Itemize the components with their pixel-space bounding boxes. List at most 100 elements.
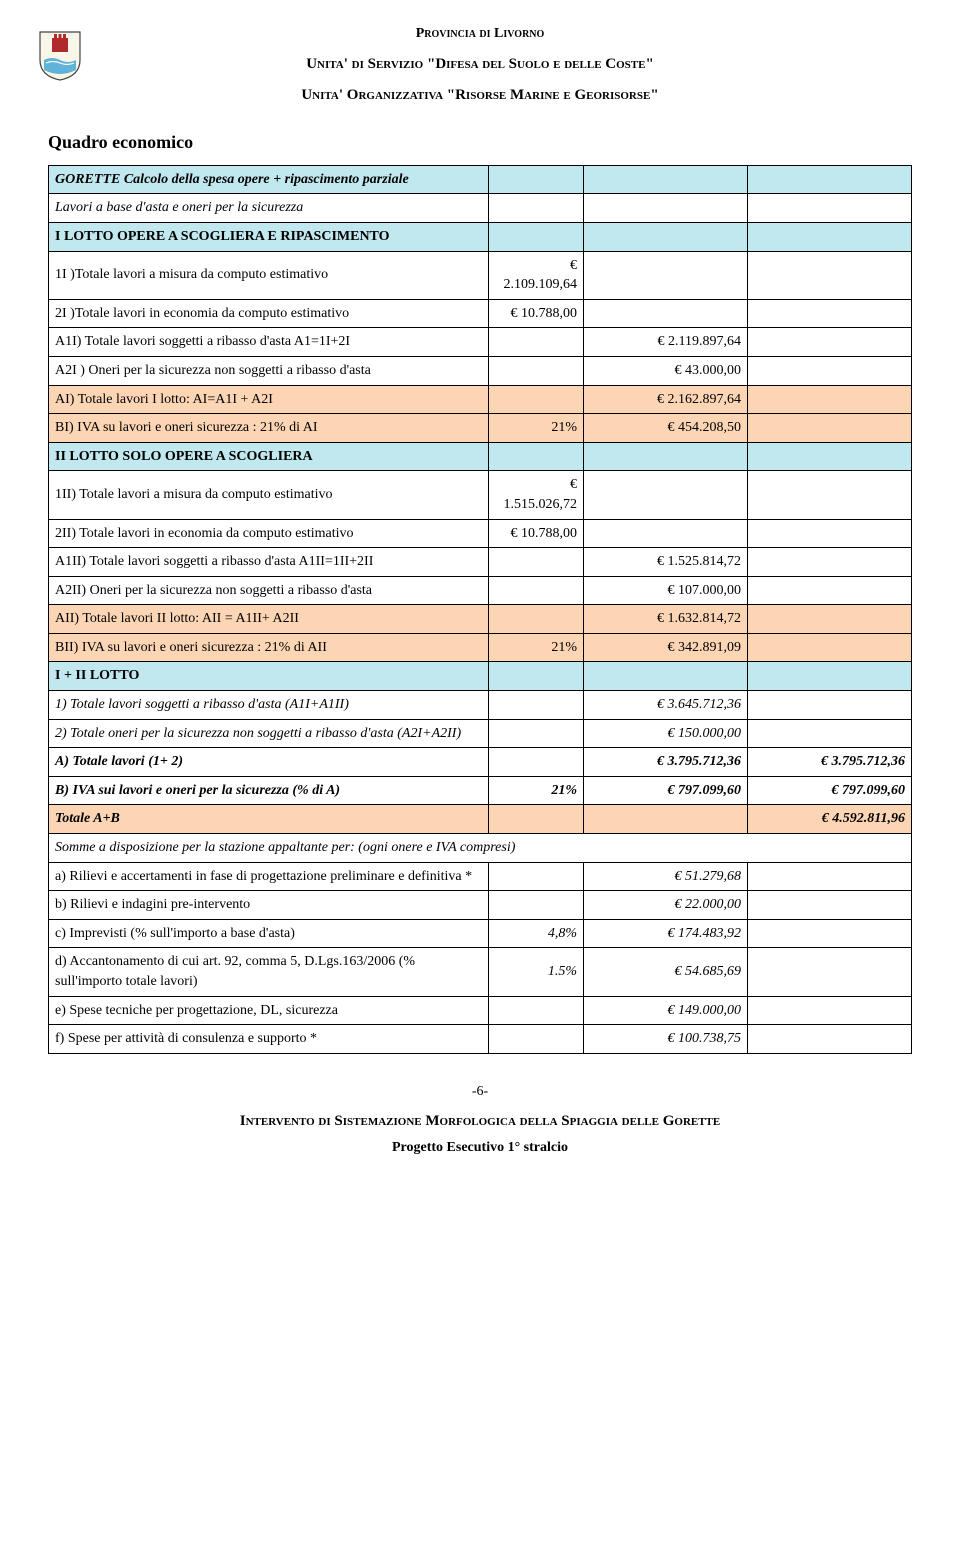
table-cell [489, 442, 584, 471]
table-row: A) Totale lavori (1+ 2)€ 3.795.712,36€ 3… [49, 748, 912, 777]
table-cell: € 342.891,09 [584, 633, 748, 662]
table-row: f) Spese per attività di consulenza e su… [49, 1025, 912, 1054]
table-cell: a) Rilievi e accertamenti in fase di pro… [49, 862, 489, 891]
table-cell: € 1.525.814,72 [584, 548, 748, 577]
table-cell: BI) IVA su lavori e oneri sicurezza : 21… [49, 414, 489, 443]
table-cell [748, 996, 912, 1025]
document-header: Provincia di Livorno Unita' di Servizio … [48, 24, 912, 106]
table-cell [489, 165, 584, 194]
table-cell [584, 442, 748, 471]
table-cell [584, 165, 748, 194]
table-cell: A1I) Totale lavori soggetti a ribasso d'… [49, 328, 489, 357]
table-cell [584, 805, 748, 834]
table-cell [748, 719, 912, 748]
table-cell: A) Totale lavori (1+ 2) [49, 748, 489, 777]
table-row: A2II) Oneri per la sicurezza non soggett… [49, 576, 912, 605]
table-row: BI) IVA su lavori e oneri sicurezza : 21… [49, 414, 912, 443]
table-cell [748, 356, 912, 385]
document-footer: -6- Intervento di Sistemazione Morfologi… [48, 1082, 912, 1158]
table-cell: 2I )Totale lavori in economia da computo… [49, 299, 489, 328]
table-row: 1) Totale lavori soggetti a ribasso d'as… [49, 691, 912, 720]
table-cell: 1II) Totale lavori a misura da computo e… [49, 471, 489, 519]
table-cell [748, 862, 912, 891]
table-cell: € 107.000,00 [584, 576, 748, 605]
table-cell [584, 299, 748, 328]
table-row: 2) Totale oneri per la sicurezza non sog… [49, 719, 912, 748]
table-cell [584, 194, 748, 223]
table-cell: € 150.000,00 [584, 719, 748, 748]
budget-table: GORETTE Calcolo della spesa opere + ripa… [48, 165, 912, 1054]
table-cell [489, 576, 584, 605]
table-cell: € 2.162.897,64 [584, 385, 748, 414]
header-province: Provincia di Livorno [48, 24, 912, 44]
table-cell [748, 299, 912, 328]
table-cell: € 454.208,50 [584, 414, 748, 443]
table-cell [748, 605, 912, 634]
table-cell [489, 805, 584, 834]
table-row: A1I) Totale lavori soggetti a ribasso d'… [49, 328, 912, 357]
table-row: A1II) Totale lavori soggetti a ribasso d… [49, 548, 912, 577]
table-cell [748, 576, 912, 605]
table-cell: € 54.685,69 [584, 948, 748, 996]
footer-title: Intervento di Sistemazione Morfologica d… [48, 1111, 912, 1132]
table-cell: € 10.788,00 [489, 299, 584, 328]
table-cell: € 2.119.897,64 [584, 328, 748, 357]
table-cell: € 10.788,00 [489, 519, 584, 548]
table-row: A2I ) Oneri per la sicurezza non soggett… [49, 356, 912, 385]
table-cell [584, 251, 748, 299]
table-cell: c) Imprevisti (% sull'importo a base d'a… [49, 919, 489, 948]
table-cell: GORETTE Calcolo della spesa opere + ripa… [49, 165, 489, 194]
header-unit1: Unita' di Servizio "Difesa del Suolo e d… [48, 54, 912, 75]
page-number: -6- [48, 1082, 912, 1102]
table-row: GORETTE Calcolo della spesa opere + ripa… [49, 165, 912, 194]
table-row: d) Accantonamento di cui art. 92, comma … [49, 948, 912, 996]
table-cell [748, 948, 912, 996]
table-cell: BII) IVA su lavori e oneri sicurezza : 2… [49, 633, 489, 662]
table-row: B) IVA sui lavori e oneri per la sicurez… [49, 776, 912, 805]
table-row: Lavori a base d'asta e oneri per la sicu… [49, 194, 912, 223]
table-cell: 21% [489, 414, 584, 443]
table-cell: e) Spese tecniche per progettazione, DL,… [49, 996, 489, 1025]
table-row: a) Rilievi e accertamenti in fase di pro… [49, 862, 912, 891]
table-cell [584, 471, 748, 519]
table-row: e) Spese tecniche per progettazione, DL,… [49, 996, 912, 1025]
table-cell: A2II) Oneri per la sicurezza non soggett… [49, 576, 489, 605]
table-cell [489, 891, 584, 920]
table-cell [748, 1025, 912, 1054]
table-cell [748, 662, 912, 691]
table-cell: 21% [489, 633, 584, 662]
table-row: AI) Totale lavori I lotto: AI=A1I + A2I€… [49, 385, 912, 414]
table-cell [748, 891, 912, 920]
table-row: BII) IVA su lavori e oneri sicurezza : 2… [49, 633, 912, 662]
table-cell: Lavori a base d'asta e oneri per la sicu… [49, 194, 489, 223]
document-title: Quadro economico [48, 130, 912, 155]
table-cell: 1) Totale lavori soggetti a ribasso d'as… [49, 691, 489, 720]
table-cell: € 43.000,00 [584, 356, 748, 385]
table-cell [489, 605, 584, 634]
table-cell [748, 519, 912, 548]
table-cell: € 3.645.712,36 [584, 691, 748, 720]
table-cell [748, 328, 912, 357]
table-cell: d) Accantonamento di cui art. 92, comma … [49, 948, 489, 996]
table-cell: b) Rilievi e indagini pre-intervento [49, 891, 489, 920]
table-row: I LOTTO OPERE A SCOGLIERA E RIPASCIMENTO [49, 222, 912, 251]
table-cell [489, 719, 584, 748]
table-cell [748, 251, 912, 299]
table-cell: 2II) Totale lavori in economia da comput… [49, 519, 489, 548]
table-row: c) Imprevisti (% sull'importo a base d'a… [49, 919, 912, 948]
table-cell: € 797.099,60 [748, 776, 912, 805]
table-cell: € 797.099,60 [584, 776, 748, 805]
table-cell: € 4.592.811,96 [748, 805, 912, 834]
table-cell: AII) Totale lavori II lotto: AII = A1II+… [49, 605, 489, 634]
table-cell [489, 691, 584, 720]
table-cell: Somme a disposizione per la stazione app… [49, 834, 912, 863]
table-cell: € 1.632.814,72 [584, 605, 748, 634]
table-cell [748, 414, 912, 443]
table-cell [489, 548, 584, 577]
table-cell [489, 328, 584, 357]
table-cell [748, 442, 912, 471]
table-cell: € 100.738,75 [584, 1025, 748, 1054]
table-cell: € 51.279,68 [584, 862, 748, 891]
table-cell [489, 748, 584, 777]
table-cell [748, 471, 912, 519]
